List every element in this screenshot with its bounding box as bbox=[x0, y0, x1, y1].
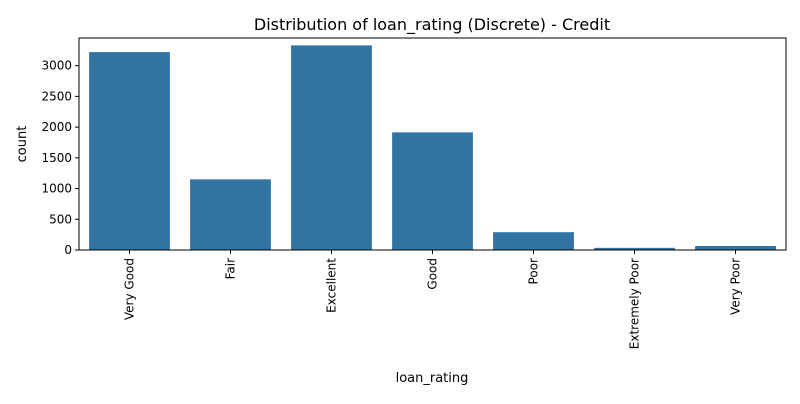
x-tick-label: Fair bbox=[224, 258, 238, 279]
plot-frame bbox=[78, 37, 787, 251]
x-tick-label: Good bbox=[426, 258, 440, 290]
x-axis: Very Good Fair Excellent Good Poor Extremely … bbox=[123, 250, 743, 349]
x-axis-label: loan_rating bbox=[396, 371, 469, 386]
y-tick-label: 0 bbox=[64, 243, 72, 257]
y-tick-label: 500 bbox=[49, 212, 72, 226]
y-tick-label: 2500 bbox=[41, 89, 72, 103]
bars-group bbox=[89, 45, 776, 251]
bar-poor bbox=[493, 232, 574, 250]
bar-very-poor bbox=[695, 246, 776, 250]
y-tick-label: 1500 bbox=[41, 151, 72, 165]
x-tick-label: Extremely Poor bbox=[628, 258, 642, 349]
bar-extremely-poor bbox=[594, 247, 675, 250]
y-tick-label: 3000 bbox=[41, 59, 72, 73]
bar-fair bbox=[190, 179, 271, 250]
x-tick-label: Very Poor bbox=[729, 258, 743, 315]
y-axis: 0 500 1000 1500 2000 2500 3000 bbox=[41, 59, 79, 257]
y-tick-label: 1000 bbox=[41, 182, 72, 196]
y-axis-label: count bbox=[15, 126, 30, 163]
bar-excellent bbox=[291, 45, 372, 250]
chart-title: Distribution of loan_rating (Discrete) -… bbox=[254, 15, 610, 35]
x-tick-label: Excellent bbox=[325, 258, 339, 313]
x-tick-label: Very Good bbox=[123, 258, 137, 320]
bar-good bbox=[392, 132, 473, 250]
bar-very-good bbox=[89, 52, 170, 251]
x-tick-label: Poor bbox=[527, 258, 541, 284]
y-tick-label: 2000 bbox=[41, 120, 72, 134]
